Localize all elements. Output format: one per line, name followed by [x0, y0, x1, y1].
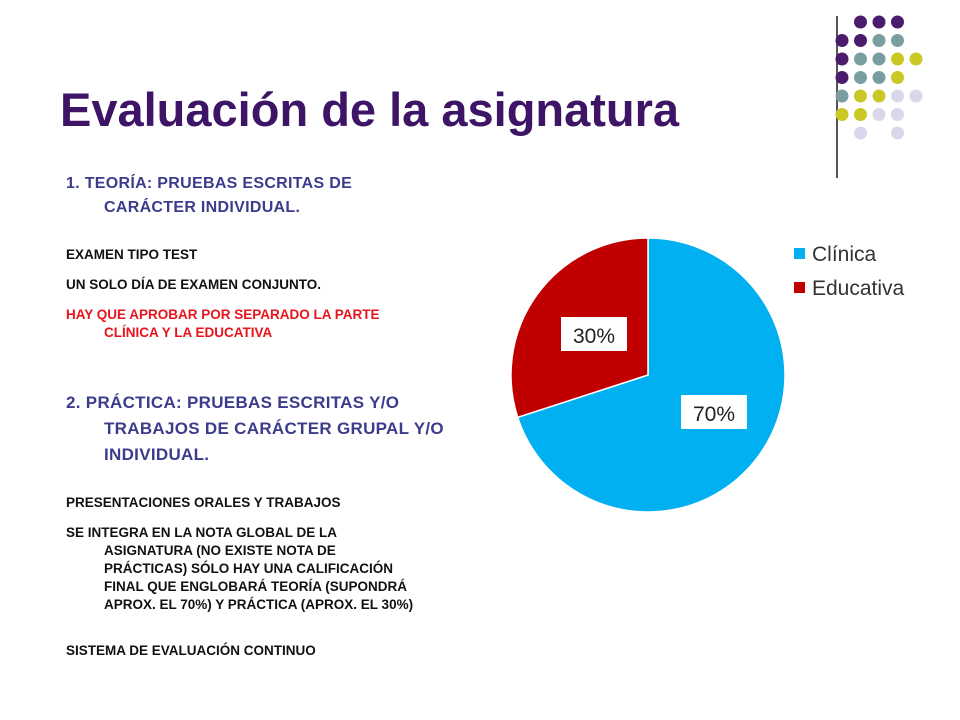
decorative-dot [872, 89, 886, 103]
data-label-0: 70% [693, 403, 735, 426]
decorative-dot [854, 89, 867, 103]
section2-heading-line3: INDIVIDUAL. [104, 445, 210, 464]
decorative-dot [891, 126, 904, 140]
section2-heading-line2: TRABAJOS DE CARÁCTER GRUPAL Y/O [104, 419, 444, 438]
decorative-dot [909, 52, 923, 66]
data-label-1: 30% [573, 325, 615, 348]
slide-title: Evaluación de la asignatura [60, 83, 680, 136]
decorative-dot [854, 71, 867, 84]
section1-note-test: EXAMEN TIPO TEST [66, 247, 198, 262]
section2-note2-line1: SE INTEGRA EN LA NOTA GLOBAL DE LA [66, 525, 338, 540]
section2-note2-line4: FINAL QUE ENGLOBARÁ TEORÍA (SUPONDRÁ [104, 579, 408, 594]
section2-note-global-grade: SE INTEGRA EN LA NOTA GLOBAL DE LA ASIGN… [66, 524, 546, 614]
legend-label-1: Educativa [812, 277, 905, 300]
section1-note3-line2: CLÍNICA Y LA EDUCATIVA [104, 325, 273, 340]
data-label-box-1 [561, 317, 627, 351]
section2-heading-line1: 2. PRÁCTICA: PRUEBAS ESCRITAS Y/O [66, 393, 400, 412]
decorative-dot [872, 34, 886, 47]
decorative-dot [854, 15, 867, 29]
data-label-box-0 [681, 395, 747, 429]
pie-chart: 70% 30% Clínica Educativa [510, 237, 905, 513]
decorative-dot-grid [835, 15, 923, 140]
section1-note3-line1: HAY QUE APROBAR POR SEPARADO LA PARTE [66, 307, 380, 322]
decorative-dot [854, 108, 867, 121]
decorative-dot [835, 89, 849, 103]
decorative-dot [891, 71, 904, 84]
decorative-dot [891, 108, 904, 121]
decorative-dot [891, 52, 904, 66]
decorative-dot [835, 34, 849, 47]
decorative-dot [891, 34, 904, 47]
decorative-dot [872, 52, 886, 66]
decorative-dot [835, 108, 849, 121]
section1-heading-line1: 1. TEORÍA: PRUEBAS ESCRITAS DE [66, 175, 353, 192]
legend-label-0: Clínica [812, 243, 877, 266]
pie-slice-0 [516, 237, 786, 513]
legend-swatch-1 [794, 282, 805, 293]
decorative-dot [872, 15, 886, 29]
section2-note2-line2: ASIGNATURA (NO EXISTE NOTA DE [104, 543, 336, 558]
decorative-dot [891, 15, 904, 29]
decorative-dot [835, 71, 849, 84]
decorative-dot [854, 34, 867, 47]
section1-heading-line2: CARÁCTER INDIVIDUAL. [104, 199, 301, 216]
section2-note-presentations: PRESENTACIONES ORALES Y TRABAJOS [66, 495, 341, 510]
section2-heading: 2. PRÁCTICA: PRUEBAS ESCRITAS Y/O TRABAJ… [66, 390, 444, 468]
section2-note2-line3: PRÁCTICAS) SÓLO HAY UNA CALIFICACIÓN [104, 561, 394, 576]
decorative-dot [854, 126, 867, 140]
section1-note-exam-day: UN SOLO DÍA DE EXAMEN CONJUNTO. [66, 277, 322, 292]
section2-note-continuous: SISTEMA DE EVALUACIÓN CONTINUO [66, 643, 316, 658]
decorative-dot [891, 89, 904, 103]
legend-swatch-0 [794, 248, 805, 259]
decorative-dot [854, 52, 867, 66]
section1-heading: 1. TEORÍA: PRUEBAS ESCRITAS DE CARÁCTER … [66, 172, 352, 220]
decorative-dot [909, 89, 923, 103]
decorative-dot [872, 71, 886, 84]
decorative-dot [872, 108, 886, 121]
decorative-dot [835, 52, 849, 66]
section2-note2-line5: APROX. EL 70%) Y PRÁCTICA (APROX. EL 30%… [104, 597, 414, 612]
section1-note-approve-separately: HAY QUE APROBAR POR SEPARADO LA PARTE CL… [66, 306, 546, 342]
